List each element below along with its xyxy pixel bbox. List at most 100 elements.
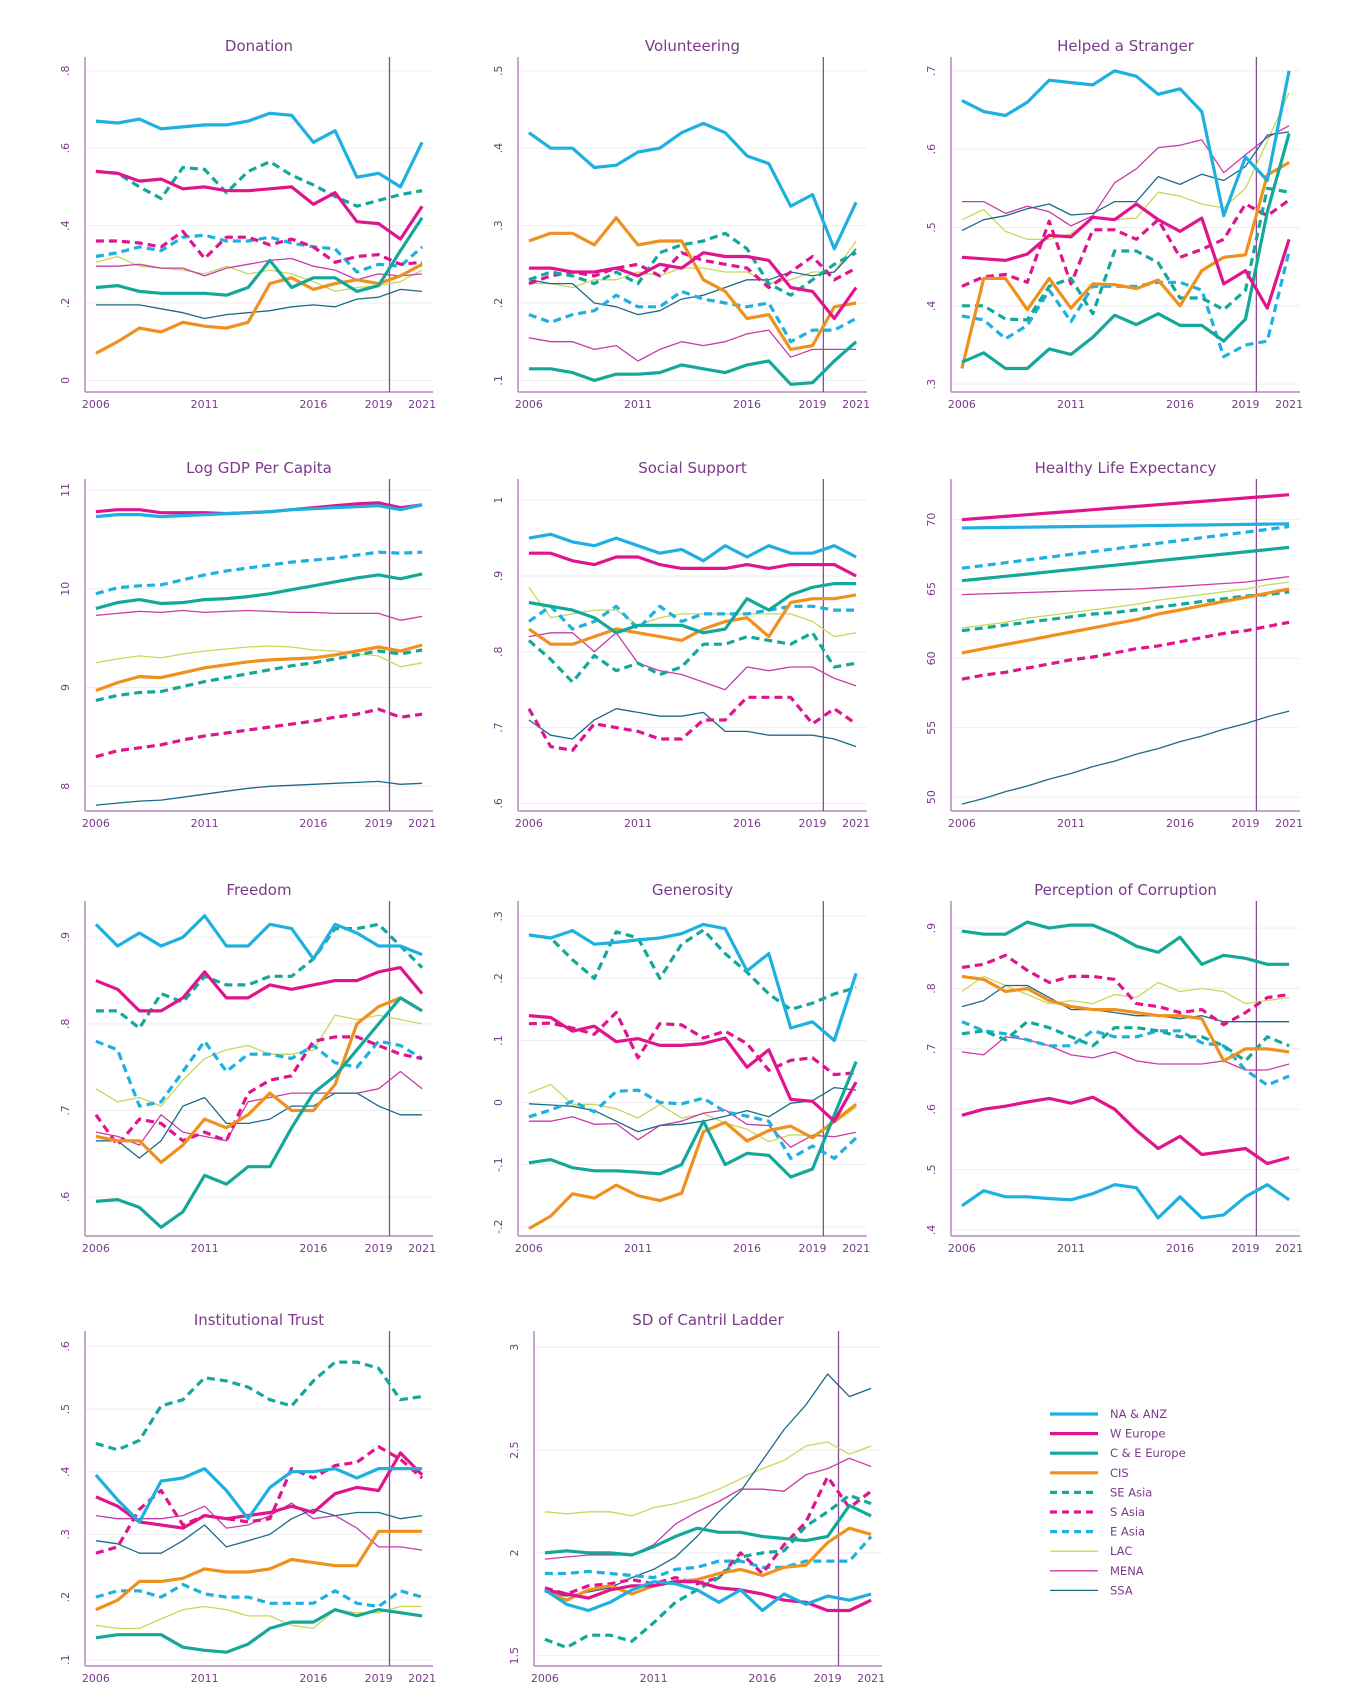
- legend-label: MENA: [1110, 1564, 1144, 1578]
- series-line-s-asia: [528, 251, 857, 290]
- y-tick-label: .4: [925, 301, 938, 312]
- series-line-lac: [528, 240, 857, 289]
- series-line-c-e-europe: [961, 133, 1291, 371]
- chart-panel-8: Perception of Corruption .4 .5 .6 .7 .8 .9 2006…: [925, 881, 1303, 1255]
- y-tick-label: 2: [508, 1549, 521, 1556]
- x-tick-label: 2019: [365, 1242, 393, 1255]
- x-tick-label: 2016: [299, 1242, 327, 1255]
- series-line-ssa: [95, 1508, 423, 1554]
- series-line-w-europe: [95, 169, 424, 241]
- y-tick-label: .4: [59, 220, 72, 231]
- y-tick-label: .1: [59, 1654, 72, 1665]
- series-line-mena: [95, 609, 423, 621]
- y-tick-label: .6: [925, 1104, 938, 1115]
- chart-title: Freedom: [226, 881, 291, 899]
- x-tick-label: 2011: [191, 1672, 219, 1685]
- y-tick-label: 3: [508, 1344, 521, 1351]
- y-tick-label: .8: [925, 983, 938, 994]
- y-tick-label: .9: [492, 571, 505, 582]
- series-line-na-anz: [961, 522, 1290, 530]
- y-tick-label: .2: [492, 973, 505, 984]
- x-tick-label: 2021: [842, 817, 870, 830]
- chart-title: Generosity: [652, 881, 733, 899]
- y-tick-label: .6: [59, 1192, 72, 1203]
- y-tick-label: 1.5: [508, 1647, 521, 1665]
- series-line-s-asia: [95, 707, 423, 759]
- series-line-lac: [95, 645, 423, 668]
- series-line-s-asia: [961, 620, 1290, 681]
- series-line-e-asia: [528, 1088, 858, 1161]
- series-line-e-asia: [961, 1020, 1290, 1087]
- series-line-c-e-europe: [95, 996, 423, 1229]
- x-tick-label: 2016: [1166, 817, 1194, 830]
- x-tick-label: 2006: [82, 398, 110, 411]
- y-tick-label: .4: [59, 1466, 72, 1477]
- x-tick-label: 2006: [515, 398, 543, 411]
- y-tick-label: .7: [925, 66, 938, 77]
- series-line-e-asia: [95, 1582, 423, 1609]
- y-tick-label: 65: [925, 582, 938, 596]
- series-line-se-asia: [961, 590, 1290, 633]
- legend: NA & ANZ W Europe C & E Europe CIS SE Asia S …: [1050, 1407, 1186, 1597]
- y-tick-label: 2.5: [508, 1441, 521, 1459]
- y-tick-label: 0: [59, 377, 72, 384]
- series-line-mena: [528, 632, 857, 691]
- series-line-lac: [95, 1014, 423, 1107]
- series-line-lac: [528, 586, 857, 638]
- y-tick-label: .4: [925, 1225, 938, 1236]
- series-line-se-asia: [961, 186, 1290, 322]
- series-line-ssa: [961, 984, 1290, 1023]
- chart-title: Social Support: [638, 459, 747, 477]
- x-tick-label: 2021: [1275, 817, 1303, 830]
- y-tick-label: .6: [492, 798, 505, 809]
- series-line-ssa: [961, 710, 1290, 805]
- series-line-na-anz: [94, 914, 423, 961]
- series-line-s-asia: [95, 229, 423, 266]
- series-line-se-asia: [528, 928, 857, 1012]
- y-tick-label: .6: [59, 1341, 72, 1352]
- series-line-s-asia: [961, 953, 1290, 1027]
- series-line-w-europe: [961, 202, 1291, 310]
- y-tick-label: 0: [492, 1099, 505, 1106]
- x-tick-label: 2021: [857, 1672, 885, 1685]
- y-tick-label: .3: [59, 1529, 72, 1540]
- x-tick-label: 2011: [191, 398, 219, 411]
- chart-panel-2: Helped a Stranger .3 .4 .5 .6 .7 2006 2011 2016 2…: [925, 37, 1303, 411]
- y-tick-label: -.2: [492, 1219, 505, 1233]
- x-tick-label: 2011: [1057, 398, 1085, 411]
- y-tick-label: .9: [59, 932, 72, 943]
- series-line-mena: [528, 1109, 857, 1148]
- x-tick-label: 2011: [624, 398, 652, 411]
- y-tick-label: .5: [492, 65, 505, 76]
- x-tick-label: 2019: [1231, 398, 1259, 411]
- series-line-c-e-europe: [95, 572, 423, 611]
- x-tick-label: 2006: [82, 1672, 110, 1685]
- y-tick-label: .1: [492, 1035, 505, 1046]
- series-line-mena: [961, 125, 1290, 227]
- series-line-e-asia: [544, 1535, 873, 1580]
- y-tick-label: .8: [59, 1019, 72, 1030]
- y-tick-label: .3: [492, 220, 505, 231]
- y-tick-label: .5: [59, 1404, 72, 1415]
- series-line-mena: [528, 329, 857, 362]
- y-tick-label: .5: [925, 1164, 938, 1175]
- y-tick-label: .8: [492, 647, 505, 658]
- series-line-na-anz: [528, 922, 858, 1043]
- series-line-cis: [544, 1526, 872, 1602]
- x-tick-label: 2016: [733, 1242, 761, 1255]
- y-tick-label: .7: [492, 722, 505, 733]
- x-tick-label: 2019: [798, 398, 826, 411]
- series-line-se-asia: [95, 648, 423, 702]
- chart-panel-1: Volunteering .1 .2 .3 .4 .5 2006 2011 2016 2019 20…: [492, 37, 870, 411]
- series-line-na-anz: [95, 503, 423, 519]
- series-line-se-asia: [544, 1493, 872, 1650]
- x-tick-label: 2016: [299, 817, 327, 830]
- series-line-se-asia: [95, 160, 423, 208]
- series-line-cis: [528, 1103, 858, 1230]
- chart-title: Volunteering: [645, 37, 740, 55]
- series-line-na-anz: [94, 1466, 423, 1524]
- series-line-s-asia: [961, 198, 1291, 288]
- series-line-w-europe: [544, 1580, 872, 1613]
- series-line-cis: [527, 593, 857, 646]
- series-line-cis: [95, 1529, 423, 1612]
